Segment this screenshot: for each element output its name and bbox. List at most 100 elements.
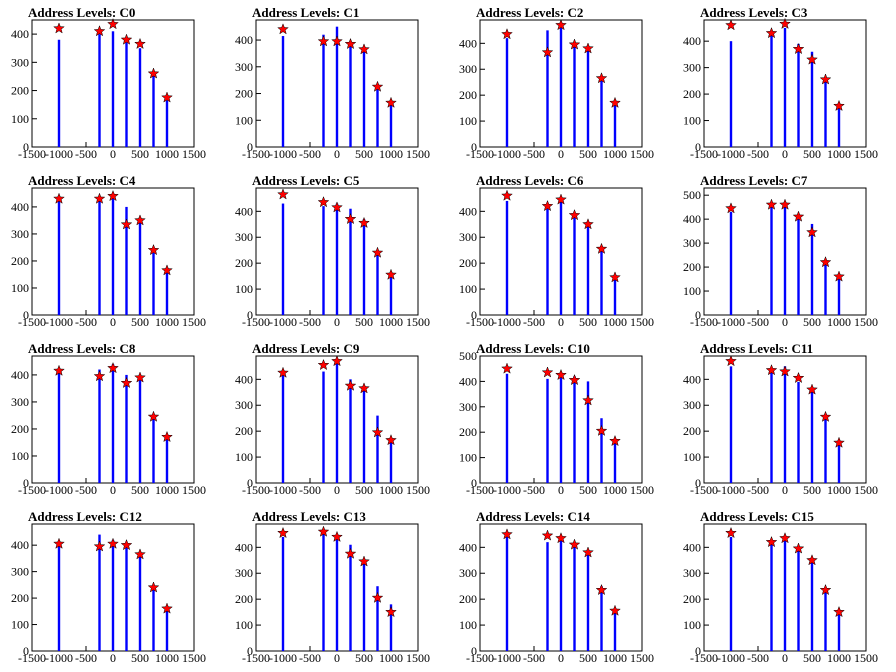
histogram-bar <box>505 373 509 483</box>
star-marker-icon <box>93 540 106 552</box>
chart-panel: 0 100 200 300 400 -1500 -1000 -500 0 500 1000 1500 A… <box>0 168 224 336</box>
star-marker-icon <box>595 242 608 254</box>
histogram-bar <box>810 389 814 483</box>
x-tick-label: 0 <box>558 315 564 329</box>
star-marker-icon <box>568 538 581 550</box>
x-tick-label: 1500 <box>182 483 206 497</box>
x-tick-label: -500 <box>523 483 545 497</box>
y-tick-label: 300 <box>683 398 701 412</box>
star-marker-icon <box>317 525 330 537</box>
chart-canvas: 0 100 200 300 400 -1500 -1000 -500 0 500 1000 1500 <box>459 18 654 161</box>
histogram-bar <box>138 380 142 483</box>
x-tick-label: 0 <box>782 651 788 665</box>
x-tick-label: -1500 <box>690 483 718 497</box>
x-tick-label: 0 <box>558 147 564 161</box>
star-marker-icon <box>344 547 357 559</box>
x-tick-label: -1500 <box>690 147 718 161</box>
x-tick-label: 1500 <box>630 147 654 161</box>
star-marker-icon <box>147 410 160 422</box>
histogram-bar <box>389 441 393 483</box>
star-marker-icon <box>385 605 397 618</box>
star-marker-icon <box>120 218 133 230</box>
star-marker-icon <box>792 210 805 222</box>
y-tick-label: 300 <box>11 395 29 409</box>
star-marker-icon <box>134 37 146 50</box>
star-marker-icon <box>541 46 554 58</box>
y-tick-label: 400 <box>235 372 253 386</box>
y-tick-label: 0 <box>23 476 29 490</box>
x-tick-label: 1500 <box>182 651 206 665</box>
x-tick-label: -1500 <box>690 651 718 665</box>
histogram-bar <box>125 545 128 651</box>
chart-title: Address Levels: C4 <box>28 173 136 188</box>
histogram-bar <box>389 104 393 147</box>
histogram-bar <box>783 366 787 483</box>
star-marker-icon <box>806 226 818 238</box>
histogram-bar <box>165 437 169 483</box>
histogram-bar <box>349 544 352 651</box>
y-tick-label: 200 <box>459 592 477 606</box>
x-tick-label: 0 <box>110 483 116 497</box>
star-marker-icon <box>725 354 737 367</box>
chart-panel: 0 100 200 300 400 -1500 -1000 -500 0 500 1000 1500 A… <box>672 336 896 504</box>
chart-panel: 0 100 200 300 400 -1500 -1000 -500 0 500 1000 1500 A… <box>448 504 672 672</box>
histogram-bar <box>362 48 366 147</box>
star-marker-icon <box>358 555 370 567</box>
star-marker-icon <box>501 362 513 374</box>
star-marker-icon <box>501 528 513 540</box>
x-tick-label: -1500 <box>466 651 494 665</box>
x-tick-label: 1500 <box>630 651 654 665</box>
y-tick-label: 400 <box>459 36 477 50</box>
x-tick-label: 500 <box>579 315 597 329</box>
y-tick-label: 400 <box>11 538 29 552</box>
histogram-bar <box>138 217 142 315</box>
star-marker-icon <box>53 192 65 204</box>
y-tick-label: 400 <box>683 34 701 48</box>
x-tick-label: 1000 <box>155 483 179 497</box>
chart-title: Address Levels: C11 <box>700 341 814 356</box>
x-tick-label: 0 <box>782 315 788 329</box>
y-tick-label: 200 <box>683 87 701 101</box>
star-marker-icon <box>501 189 513 201</box>
histogram-bar <box>57 545 61 651</box>
y-tick-label: 200 <box>235 256 253 270</box>
star-marker-icon <box>819 256 832 268</box>
star-marker-icon <box>779 365 791 377</box>
star-marker-icon <box>595 72 608 84</box>
star-marker-icon <box>765 27 778 39</box>
histogram-bar <box>573 544 576 651</box>
y-tick-label: 400 <box>11 27 29 41</box>
star-marker-icon <box>147 243 160 256</box>
y-tick-label: 100 <box>459 618 477 632</box>
x-tick-label: -500 <box>523 147 545 161</box>
histogram-bar <box>349 41 352 147</box>
y-tick-label: 0 <box>247 476 253 490</box>
y-tick-label: 300 <box>235 230 253 244</box>
x-tick-label: -500 <box>523 651 545 665</box>
x-tick-label: 1500 <box>630 483 654 497</box>
star-marker-icon <box>595 583 608 596</box>
star-marker-icon <box>725 526 737 539</box>
y-tick-label: 200 <box>11 591 29 605</box>
chart-title: Address Levels: C1 <box>252 5 360 20</box>
star-marker-icon <box>595 424 608 436</box>
chart-panel: 0 100 200 300 400 500 -1500 -1000 -500 0 500 1000 15… <box>672 168 896 336</box>
x-tick-label: 1500 <box>854 483 878 497</box>
star-marker-icon <box>53 364 65 376</box>
x-tick-label: 1000 <box>827 483 851 497</box>
histogram-bar <box>281 36 285 147</box>
star-marker-icon <box>609 271 621 283</box>
chart-panel: 0 100 200 300 400 -1500 -1000 -500 0 500 1000 1500 A… <box>672 0 896 168</box>
x-tick-label: 500 <box>131 315 149 329</box>
y-tick-label: 400 <box>235 33 253 47</box>
x-tick-label: 1000 <box>603 483 627 497</box>
histogram-bar <box>362 560 366 651</box>
y-tick-label: 100 <box>459 114 477 128</box>
histogram-bar <box>729 536 733 651</box>
star-marker-icon <box>134 548 146 560</box>
histogram-bar <box>111 31 115 148</box>
star-marker-icon <box>107 18 119 30</box>
histogram-bar <box>152 418 155 483</box>
x-tick-label: 1500 <box>854 147 878 161</box>
x-tick-label: -1000 <box>493 147 521 161</box>
